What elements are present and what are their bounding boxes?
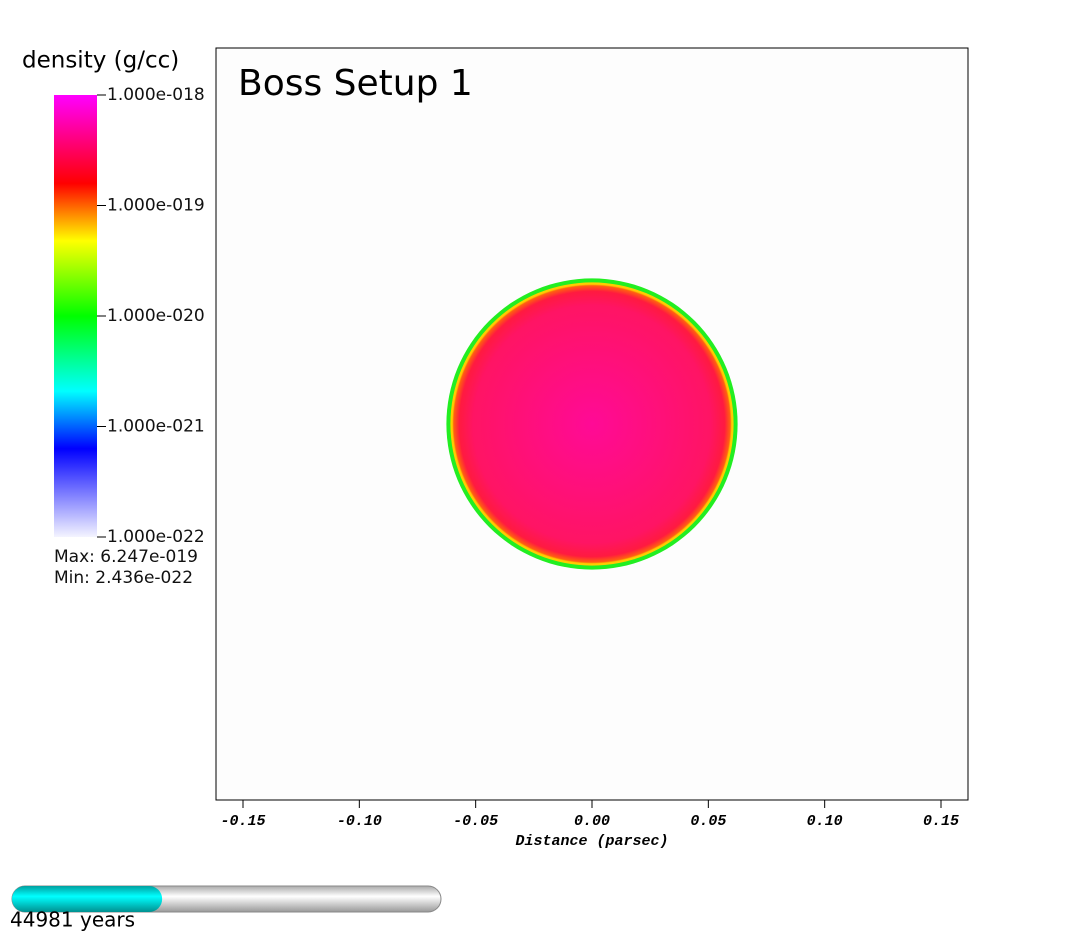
x-axis-label: Distance (parsec) bbox=[515, 833, 668, 850]
colorbar-tick-label: 1.000e-018 bbox=[107, 85, 205, 105]
x-tick-label: 0.05 bbox=[690, 813, 726, 830]
x-tick-label: 0.15 bbox=[923, 813, 959, 830]
x-tick-label: 0.00 bbox=[574, 813, 610, 830]
chart-title: Boss Setup 1 bbox=[238, 63, 473, 104]
x-tick-label: -0.05 bbox=[453, 813, 498, 830]
x-tick-label: -0.10 bbox=[337, 813, 382, 830]
max-label: Max: 6.247e-019 bbox=[54, 547, 198, 567]
disk bbox=[452, 284, 732, 564]
colorbar-tick-label: 1.000e-019 bbox=[107, 196, 205, 216]
x-tick-label: 0.10 bbox=[807, 813, 843, 830]
time-progress bbox=[12, 886, 163, 912]
colorbar-tick-label: 1.000e-020 bbox=[107, 306, 205, 326]
colorbar-tick-label: 1.000e-021 bbox=[107, 417, 205, 437]
colorbar-title: density (g/cc) bbox=[22, 48, 179, 74]
colorbar bbox=[54, 95, 97, 537]
min-label: Min: 2.436e-022 bbox=[54, 568, 193, 588]
time-label: 44981 years bbox=[10, 908, 135, 932]
colorbar-tick-label: 1.000e-022 bbox=[107, 527, 205, 547]
x-tick-label: -0.15 bbox=[220, 813, 265, 830]
